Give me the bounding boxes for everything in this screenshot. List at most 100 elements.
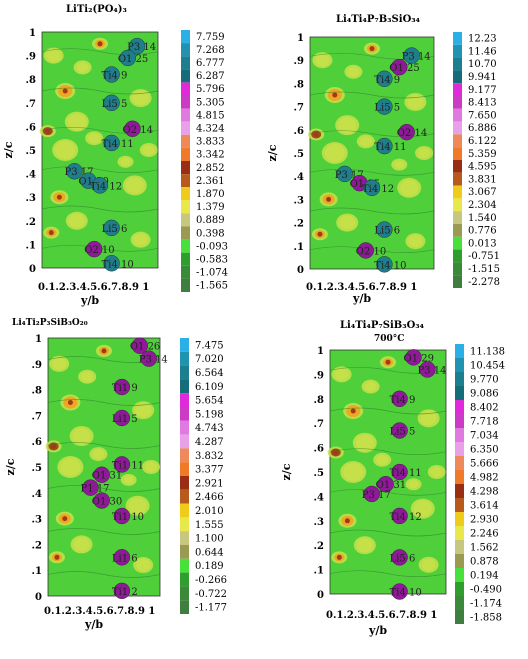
colorbar-swatch xyxy=(180,393,189,407)
atom-marker xyxy=(376,137,393,155)
field-core xyxy=(332,92,338,98)
field-peak xyxy=(394,160,405,169)
colorbar-label: 4.298 xyxy=(470,487,499,498)
colorbar-swatch xyxy=(455,512,464,526)
field-core xyxy=(56,194,62,200)
colorbar-label: 3.831 xyxy=(468,174,497,185)
field-peak xyxy=(67,113,86,130)
colorbar-swatch xyxy=(453,160,462,173)
atom-marker xyxy=(113,378,131,396)
colorbar-swatch xyxy=(181,187,190,201)
field-peak xyxy=(81,371,94,382)
colorbar-label: 4.743 xyxy=(195,423,224,434)
colorbar-swatch xyxy=(455,428,464,442)
x-tick-labels: 0.1.2.3.4.5.6.7.8.9 1 xyxy=(306,282,417,293)
colorbar-label: 8.413 xyxy=(468,98,497,109)
colorbar-swatch xyxy=(180,407,189,421)
field-peak xyxy=(92,449,105,460)
colorbar-label: 1.540 xyxy=(468,213,497,224)
colorbar-label: 2.361 xyxy=(196,176,225,187)
field-peak xyxy=(142,145,155,155)
colorbar-swatch xyxy=(455,568,464,582)
colorbar-swatch xyxy=(180,448,189,463)
colorbar-swatch xyxy=(181,56,190,70)
colorbar-swatch xyxy=(181,69,190,83)
colorbar-swatch xyxy=(455,358,464,372)
colorbar-swatch xyxy=(455,582,464,596)
field-peak xyxy=(359,136,372,147)
atom-label: O2 14 xyxy=(397,128,427,139)
colorbar-swatch xyxy=(181,95,190,109)
colorbar-swatch xyxy=(453,44,462,58)
colorbar-label: 5.654 xyxy=(195,396,224,407)
atom-label: Ti4 9 xyxy=(102,70,128,81)
field-core xyxy=(45,128,51,134)
colorbar-swatch xyxy=(180,420,189,435)
x-axis-label: y/b xyxy=(80,294,99,307)
colorbar-label: 2.852 xyxy=(196,163,225,174)
colorbar-swatch xyxy=(455,596,464,610)
x-axis-label: y/b xyxy=(352,292,371,305)
colorbar-label: 0.194 xyxy=(470,571,499,582)
field-core xyxy=(62,88,68,94)
atom-marker xyxy=(103,66,120,83)
y-tick-label: .7 xyxy=(294,103,304,114)
colorbar-label: 7.718 xyxy=(470,417,499,428)
colorbar-label: 0.013 xyxy=(468,238,497,249)
colorbar-label: 0.398 xyxy=(196,228,225,239)
atom-label: O1 30 xyxy=(92,497,122,508)
contour-line xyxy=(309,168,435,176)
atom-marker xyxy=(376,98,393,115)
colorbar-label: 6.109 xyxy=(195,382,224,393)
atom-label: P3 14 xyxy=(139,355,168,366)
colorbar-label: 4.287 xyxy=(195,437,224,448)
field-core xyxy=(54,554,60,560)
atom-label: O1 31 xyxy=(376,480,406,491)
atom-marker xyxy=(336,165,353,183)
colorbar-swatch xyxy=(453,198,462,212)
colorbar-label: -0.722 xyxy=(195,589,227,600)
atom-marker xyxy=(124,120,141,137)
colorbar-swatch xyxy=(453,236,462,250)
atom-label: Li5 5 xyxy=(374,103,400,114)
atom-marker xyxy=(398,123,415,141)
y-tick-label: .5 xyxy=(32,463,42,474)
field-peak xyxy=(136,559,151,572)
colorbar-swatch xyxy=(453,57,462,71)
colorbar-label: 0.776 xyxy=(468,226,497,237)
atom-marker xyxy=(82,479,99,496)
colorbar-label: -0.490 xyxy=(470,585,502,596)
colorbar-swatch xyxy=(180,379,189,394)
colorbar-swatch xyxy=(453,275,462,288)
atom-marker xyxy=(93,492,110,509)
contour-line xyxy=(329,570,447,578)
colorbar-swatch xyxy=(180,462,189,476)
colorbar-swatch xyxy=(181,226,190,240)
field-peak xyxy=(73,537,90,552)
x-tick-labels: 0.1.2.3.4.5.6.7.8.9 1 xyxy=(38,282,149,293)
atom-label: Ti4 10 xyxy=(374,260,406,271)
contour-line xyxy=(47,485,161,492)
y-tick-label: .6 xyxy=(26,122,36,133)
contour-line xyxy=(329,407,447,415)
field-peak xyxy=(60,458,81,476)
colorbar-swatch xyxy=(181,82,190,96)
atom-marker xyxy=(391,58,408,76)
contour-line xyxy=(309,91,435,99)
field-peak xyxy=(68,213,85,228)
colorbar-swatch xyxy=(180,476,189,490)
colorbar-label: -0.266 xyxy=(195,575,227,586)
contour-line xyxy=(329,529,447,537)
field-peak xyxy=(421,558,436,571)
colorbar-label: 0.889 xyxy=(196,215,225,226)
y-tick-label: .3 xyxy=(314,517,324,528)
atom-marker xyxy=(377,475,394,493)
colorbar-label: -2.278 xyxy=(468,277,500,288)
colorbar-swatch xyxy=(453,121,462,135)
colorbar-swatch xyxy=(180,503,189,518)
colorbar-label: 9.177 xyxy=(468,85,497,96)
field-core xyxy=(344,518,350,524)
x-axis-label: y/b xyxy=(368,624,387,637)
atom-marker xyxy=(376,256,393,273)
colorbar-swatch xyxy=(455,414,464,428)
